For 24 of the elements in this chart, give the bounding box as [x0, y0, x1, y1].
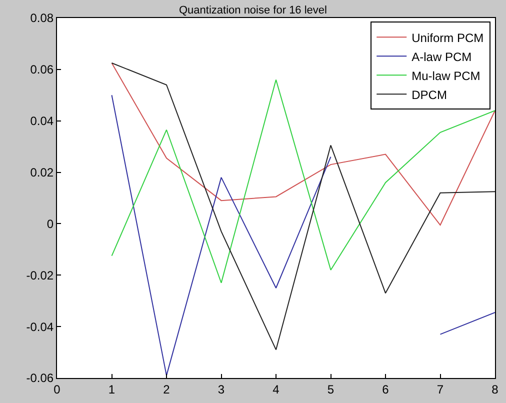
x-tick-label: 8: [492, 382, 499, 396]
chart-title: Quantization noise for 16 level: [179, 4, 327, 17]
legend-label: DPCM: [412, 88, 447, 102]
line-series: [111, 62, 495, 350]
legend-label: Uniform PCM: [412, 30, 484, 45]
legend-label: Mu-law PCM: [412, 68, 480, 83]
x-tick-label: 4: [272, 382, 280, 396]
y-tick-label: -0.04: [26, 320, 54, 334]
x-tick-label: 1: [108, 382, 116, 396]
x-tick-label: 6: [382, 382, 390, 396]
x-tick-label: 2: [163, 382, 170, 396]
line-series: [111, 79, 495, 284]
x-tick-label: 7: [436, 382, 444, 396]
y-tick-label: 0.08: [30, 11, 54, 26]
legend-label: A-law PCM: [412, 50, 472, 64]
y-tick-label: -0.02: [26, 268, 54, 282]
y-tick-label: 0: [46, 216, 54, 231]
line-series: [111, 62, 495, 226]
y-tick-label: -0.06: [26, 371, 54, 386]
y-tick-label: 0.06: [30, 62, 54, 77]
y-tick-label: 0.02: [30, 165, 54, 180]
x-tick-label: 5: [327, 382, 334, 396]
y-tick-label: 0.04: [30, 114, 54, 128]
x-tick-label: 3: [218, 382, 225, 396]
